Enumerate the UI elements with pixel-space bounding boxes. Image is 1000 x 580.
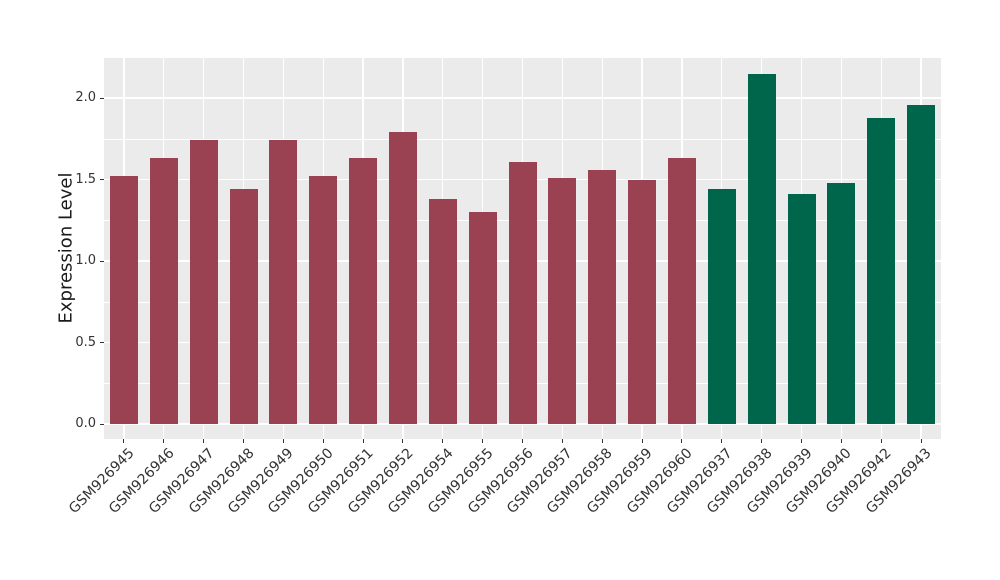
x-axis-tick [801, 439, 802, 443]
bar-GSM926948 [229, 189, 258, 424]
y-axis-tick [100, 179, 104, 180]
x-axis-tick [402, 439, 404, 443]
x-axis-tick [362, 439, 364, 443]
bar-GSM926946 [149, 158, 178, 424]
y-tick-label: 1.0 [75, 253, 96, 268]
x-axis-tick [163, 439, 165, 443]
bar-GSM926938 [747, 73, 776, 424]
bars-layer [104, 57, 941, 439]
x-axis-tick [920, 439, 922, 443]
bar-GSM926955 [468, 212, 497, 424]
x-axis-tick [761, 439, 763, 443]
y-tick-label: 1.5 [75, 171, 96, 187]
y-axis-tick [100, 342, 104, 343]
bar-GSM926945 [109, 176, 138, 424]
bar-GSM926940 [827, 182, 856, 424]
plot-panel [104, 57, 941, 439]
y-tick-label: 0.5 [75, 334, 96, 350]
y-axis-tick [100, 260, 104, 262]
bar-GSM926957 [548, 177, 577, 424]
y-tick-label: 0.0 [75, 416, 96, 431]
x-axis-tick [721, 439, 723, 443]
bar-GSM926943 [907, 104, 936, 424]
y-tick-label: 2.0 [75, 90, 96, 105]
bar-GSM926958 [588, 169, 617, 424]
x-axis-tick [442, 439, 444, 443]
x-axis-tick [243, 439, 244, 443]
x-axis-tick [282, 439, 284, 443]
x-axis-tick [561, 439, 563, 443]
y-axis-tick [100, 97, 104, 99]
x-axis-tick [322, 439, 324, 443]
x-axis-tick [522, 439, 523, 443]
y-axis-title: Expression Level [55, 172, 77, 324]
bar-GSM926947 [189, 140, 218, 424]
bar-GSM926942 [867, 117, 896, 424]
bar-GSM926959 [628, 179, 657, 424]
x-axis-tick [203, 439, 205, 443]
x-axis-tick [601, 439, 603, 443]
bar-GSM926949 [269, 140, 298, 424]
bar-GSM926939 [787, 194, 816, 424]
bar-GSM926950 [309, 176, 338, 424]
bar-GSM926952 [388, 132, 417, 424]
bar-GSM926954 [428, 199, 457, 424]
bar-GSM926956 [508, 161, 537, 424]
x-axis-tick [681, 439, 683, 443]
y-axis-tick [100, 423, 104, 425]
x-axis-tick [641, 439, 643, 443]
bar-GSM926937 [707, 189, 736, 424]
bar-GSM926960 [667, 158, 696, 424]
x-axis-tick [482, 439, 484, 443]
x-axis-tick [840, 439, 842, 443]
bar-GSM926951 [349, 158, 378, 424]
x-axis-tick [123, 439, 125, 443]
x-axis-tick [880, 439, 882, 443]
